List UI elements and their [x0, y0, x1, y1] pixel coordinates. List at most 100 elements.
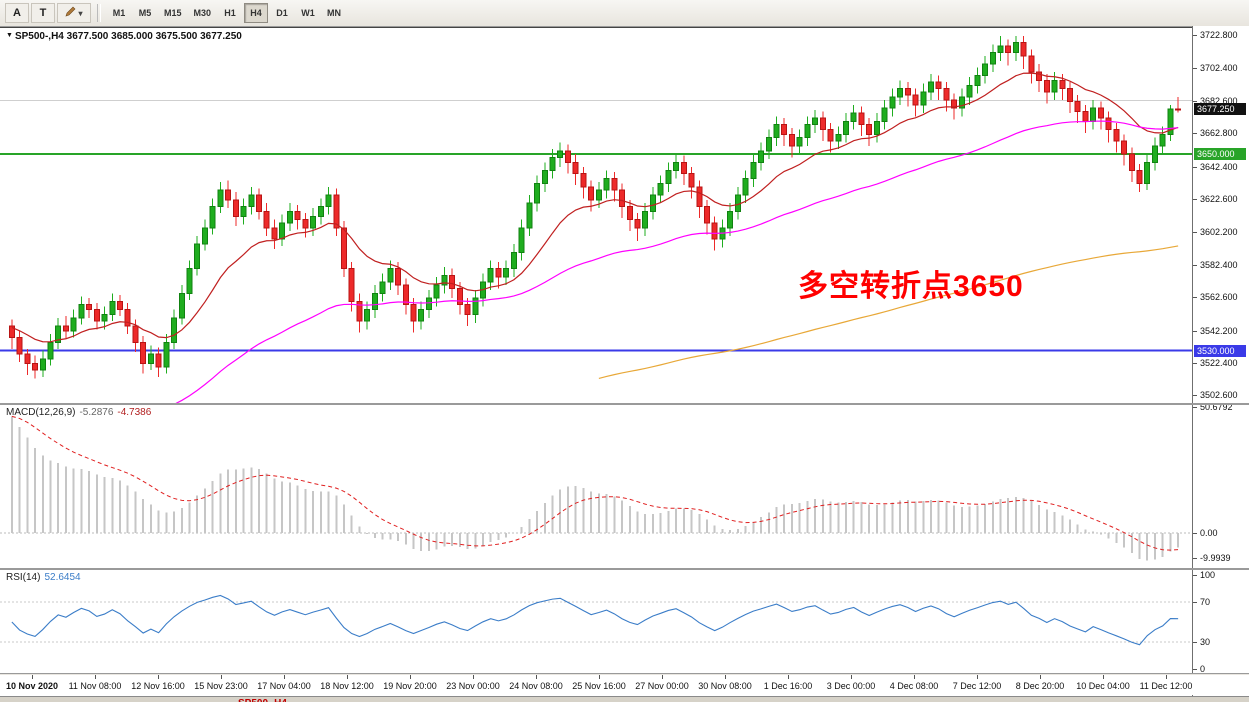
- time-label: 4 Dec 08:00: [889, 681, 939, 691]
- time-label: 3 Dec 00:00: [826, 681, 876, 691]
- macd-label: MACD(12,26,9) -5.2876 -4.7386: [6, 407, 151, 418]
- time-tick: [473, 675, 474, 679]
- time-label: 7 Dec 12:00: [952, 681, 1002, 691]
- macd-signal-value: -4.7386: [117, 407, 152, 418]
- text-tool-button[interactable]: T: [31, 3, 55, 23]
- rsi-name: RSI(14): [6, 572, 41, 583]
- time-tick: [1166, 675, 1167, 679]
- axis-label: 3542.200: [1200, 325, 1238, 336]
- symbol-timeframe-label: SP500-,H4: [14, 31, 64, 42]
- toolbar: A T ▾ M1 M5 M15 M30 H1 H4 D1 W1 MN: [0, 0, 1249, 27]
- axis-label: 3562.600: [1200, 292, 1238, 303]
- chart-text-annotation[interactable]: 多空转折点3650: [798, 270, 1024, 303]
- axis-label: 3602.200: [1200, 227, 1238, 238]
- axis-tick: [1193, 232, 1197, 234]
- axis-tick: [1193, 363, 1197, 365]
- axis-tick: [1193, 166, 1197, 168]
- time-label: 10 Dec 04:00: [1076, 681, 1130, 691]
- time-tick: [32, 675, 33, 679]
- timeframe-button-m15[interactable]: M15: [159, 3, 187, 23]
- macd-name: MACD(12,26,9): [6, 407, 76, 418]
- time-label: 11 Dec 12:00: [1139, 681, 1193, 691]
- timeframe-button-w1[interactable]: W1: [296, 3, 320, 23]
- axis-label: 3722.800: [1200, 29, 1238, 40]
- axis-tick: [1193, 34, 1197, 36]
- axis-tick: [1193, 330, 1197, 332]
- axis-label: 3522.400: [1200, 358, 1238, 369]
- panel-divider-macd-rsi[interactable]: [0, 568, 1249, 570]
- price-tag: 3650.000: [1194, 148, 1246, 161]
- time-tick: [284, 675, 285, 679]
- axis-tick: [1193, 642, 1197, 643]
- time-tick: [599, 675, 600, 679]
- macd-indicator-canvas[interactable]: [0, 405, 1192, 568]
- panel-divider-price-macd[interactable]: [0, 403, 1249, 405]
- price-axis[interactable]: 3722.800 3702.400 3682.600 3662.800 3642.400…: [1192, 26, 1249, 696]
- axis-label: 3622.600: [1200, 193, 1238, 204]
- time-tick: [1103, 675, 1104, 679]
- time-label: 15 Nov 23:00: [194, 681, 248, 691]
- chart-border: [0, 27, 1249, 28]
- timeframe-button-m1[interactable]: M1: [107, 3, 131, 23]
- axis-tick: [1193, 395, 1197, 397]
- rsi-value: 52.6454: [44, 572, 81, 583]
- time-label: 23 Nov 00:00: [446, 681, 500, 691]
- panel-divider-rsi-timeaxis: [0, 673, 1249, 675]
- time-label: 12 Nov 16:00: [131, 681, 185, 691]
- timeframe-button-m5[interactable]: M5: [133, 3, 157, 23]
- axis-label: -9.9939: [1200, 552, 1231, 563]
- draw-tool-button[interactable]: ▾: [57, 3, 91, 23]
- time-tick: [221, 675, 222, 679]
- axis-tick: [1193, 133, 1197, 135]
- arrow-tool-button[interactable]: A: [5, 3, 29, 23]
- axis-label: 3662.800: [1200, 128, 1238, 139]
- time-tick: [347, 675, 348, 679]
- time-label: 24 Nov 08:00: [509, 681, 563, 691]
- time-label: 27 Nov 00:00: [635, 681, 689, 691]
- timeframe-button-mn[interactable]: MN: [322, 3, 346, 23]
- price-chart-canvas[interactable]: [0, 28, 1192, 403]
- axis-tick: [1193, 68, 1197, 70]
- expand-quote-icon[interactable]: ▼: [6, 32, 13, 39]
- time-label: 25 Nov 16:00: [572, 681, 626, 691]
- axis-label: 0: [1200, 664, 1206, 674]
- timeframe-button-h4[interactable]: H4: [244, 3, 269, 23]
- time-label: 18 Nov 12:00: [320, 681, 374, 691]
- chart-tab[interactable]: SP500-,H4: [238, 698, 287, 702]
- axis-tick: [1193, 198, 1197, 200]
- axis-label: 30: [1200, 637, 1211, 647]
- toolbar-separator: [97, 4, 101, 22]
- axis-label: 50.6792: [1200, 402, 1233, 412]
- time-axis[interactable]: 10 Nov 2020 11 Nov 08:00 12 Nov 16:00 15 No…: [0, 675, 1249, 695]
- time-tick: [977, 675, 978, 679]
- rsi-indicator-canvas[interactable]: [0, 570, 1192, 673]
- timeframe-button-m30[interactable]: M30: [189, 3, 217, 23]
- time-tick: [410, 675, 411, 679]
- axis-label: 70: [1200, 597, 1211, 607]
- rsi-label: RSI(14) 52.6454: [6, 572, 81, 583]
- time-tick: [725, 675, 726, 679]
- axis-label: 3502.600: [1200, 390, 1238, 401]
- chevron-down-icon: ▾: [78, 8, 83, 18]
- time-tick: [788, 675, 789, 679]
- time-label: 19 Nov 20:00: [383, 681, 437, 691]
- time-tick: [662, 675, 663, 679]
- time-label: 11 Nov 08:00: [68, 681, 122, 691]
- time-tick: [851, 675, 852, 679]
- timeframe-button-h1[interactable]: H1: [218, 3, 242, 23]
- time-tick: [536, 675, 537, 679]
- axis-tick: [1193, 557, 1197, 559]
- time-label: 1 Dec 16:00: [763, 681, 813, 691]
- time-label: 10 Nov 2020: [5, 681, 59, 691]
- axis-label: 100: [1200, 570, 1216, 580]
- macd-main-value: -5.2876: [79, 407, 114, 418]
- time-label: 30 Nov 08:00: [698, 681, 752, 691]
- price-tag: 3530.000: [1194, 344, 1246, 357]
- time-tick: [914, 675, 915, 679]
- timeframe-button-d1[interactable]: D1: [270, 3, 294, 23]
- ohlc-values: 3677.500 3685.000 3675.500 3677.250: [66, 31, 242, 42]
- price-tag: 3677.250: [1194, 103, 1246, 116]
- axis-label: 0.00: [1200, 528, 1218, 538]
- pencil-icon: [65, 6, 76, 20]
- axis-tick: [1193, 297, 1197, 299]
